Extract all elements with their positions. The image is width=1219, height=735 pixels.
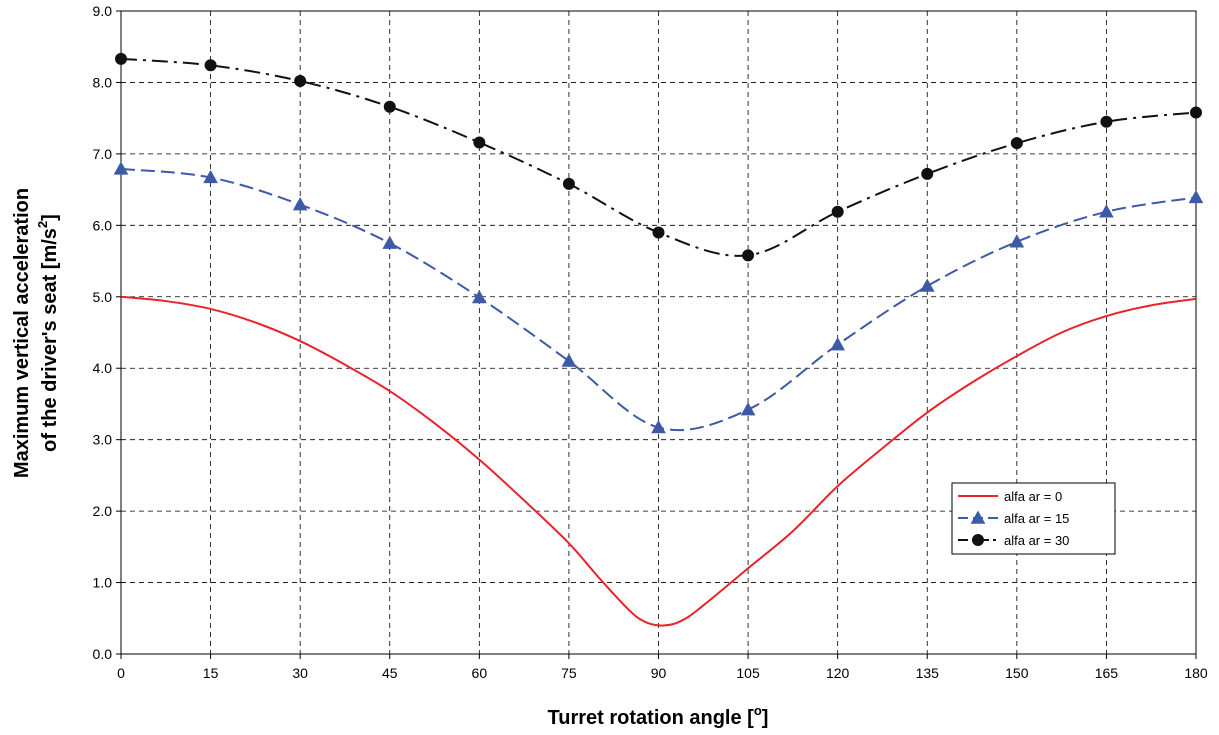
series-alfa-ar-0 xyxy=(120,295,1197,627)
data-point-alfa-ar-30 xyxy=(115,52,127,65)
data-point-alfa-ar-15 xyxy=(113,161,129,175)
data-point-alfa-ar-30 xyxy=(562,177,575,190)
data-point-alfa-ar-30 xyxy=(921,167,934,180)
y-tick-label: 8.0 xyxy=(93,74,113,90)
x-tick-label: 135 xyxy=(916,665,940,681)
y-axis-title-line1: Maximum vertical acceleration xyxy=(11,188,33,478)
data-point-alfa-ar-30 xyxy=(383,100,396,113)
x-tick-label: 165 xyxy=(1095,665,1119,681)
y-tick-label: 1.0 xyxy=(93,575,113,591)
data-point-alfa-ar-30 xyxy=(204,59,217,72)
x-tick-label: 30 xyxy=(292,665,308,681)
data-point-alfa-ar-15 xyxy=(471,289,487,304)
data-point-alfa-ar-15 xyxy=(292,197,308,211)
series-alfa-ar-15 xyxy=(113,161,1204,434)
y-tick-label: 5.0 xyxy=(93,289,113,305)
legend-label-alfa-ar-15: alfa ar = 15 xyxy=(1004,511,1069,526)
data-point-alfa-ar-15 xyxy=(1009,234,1025,248)
y-axis-title-line2: of the driver's seat [m/s2] xyxy=(35,214,61,452)
y-axis-ticks: 0.0 1.0 2.0 3.0 4.0 5.0 6.0 7.0 8.0 9.0 xyxy=(93,3,121,662)
data-point-alfa-ar-15 xyxy=(561,353,577,367)
x-tick-label: 105 xyxy=(736,665,760,681)
data-point-alfa-ar-15 xyxy=(830,337,846,351)
data-point-alfa-ar-15 xyxy=(1099,204,1114,218)
x-tick-label: 90 xyxy=(651,665,667,681)
data-point-alfa-ar-30 xyxy=(831,205,844,218)
x-tick-label: 150 xyxy=(1005,665,1029,681)
series-line-alfa-ar-0 xyxy=(120,295,1197,627)
legend-label-alfa-ar-30: alfa ar = 30 xyxy=(1004,533,1069,548)
data-point-alfa-ar-15 xyxy=(382,235,398,249)
x-tick-label: 180 xyxy=(1184,665,1208,681)
y-tick-label: 4.0 xyxy=(93,360,113,376)
data-point-alfa-ar-30 xyxy=(1100,115,1113,128)
series-alfa-ar-30 xyxy=(115,52,1202,262)
data-point-alfa-ar-15 xyxy=(1188,189,1204,204)
data-point-alfa-ar-30 xyxy=(1010,137,1023,150)
data-point-alfa-ar-30 xyxy=(473,136,486,149)
data-point-alfa-ar-30 xyxy=(742,249,755,262)
data-point-alfa-ar-30 xyxy=(1190,106,1202,119)
y-tick-label: 9.0 xyxy=(93,3,113,19)
y-tick-label: 7.0 xyxy=(93,146,113,162)
y-tick-label: 0.0 xyxy=(93,646,113,662)
data-point-alfa-ar-15 xyxy=(203,169,218,184)
data-point-alfa-ar-30 xyxy=(294,75,307,88)
x-tick-label: 15 xyxy=(203,665,219,681)
y-tick-label: 6.0 xyxy=(93,217,113,233)
y-tick-label: 2.0 xyxy=(93,503,113,519)
x-tick-label: 60 xyxy=(472,665,488,681)
x-tick-label: 45 xyxy=(382,665,398,681)
data-point-alfa-ar-15 xyxy=(919,278,935,292)
legend-marker-alfa-ar-30 xyxy=(972,534,984,546)
x-axis-ticks: 0 15 30 45 60 75 90 105 120 135 150 165 180 xyxy=(117,654,1208,681)
x-axis-title: Turret rotation angle [o] xyxy=(548,703,769,729)
x-tick-label: 75 xyxy=(561,665,577,681)
y-tick-label: 3.0 xyxy=(93,432,113,448)
data-point-alfa-ar-15 xyxy=(740,402,756,416)
series-group xyxy=(113,52,1204,627)
legend-marker-alfa-ar-15 xyxy=(970,510,986,524)
data-point-alfa-ar-15 xyxy=(651,419,666,434)
data-point-alfa-ar-30 xyxy=(652,226,665,239)
x-tick-label: 120 xyxy=(826,665,850,681)
legend: alfa ar = 0 alfa ar = 15 alfa ar = 30 xyxy=(951,482,1116,555)
x-tick-label: 0 xyxy=(117,665,125,681)
legend-label-alfa-ar-0: alfa ar = 0 xyxy=(1004,489,1062,504)
